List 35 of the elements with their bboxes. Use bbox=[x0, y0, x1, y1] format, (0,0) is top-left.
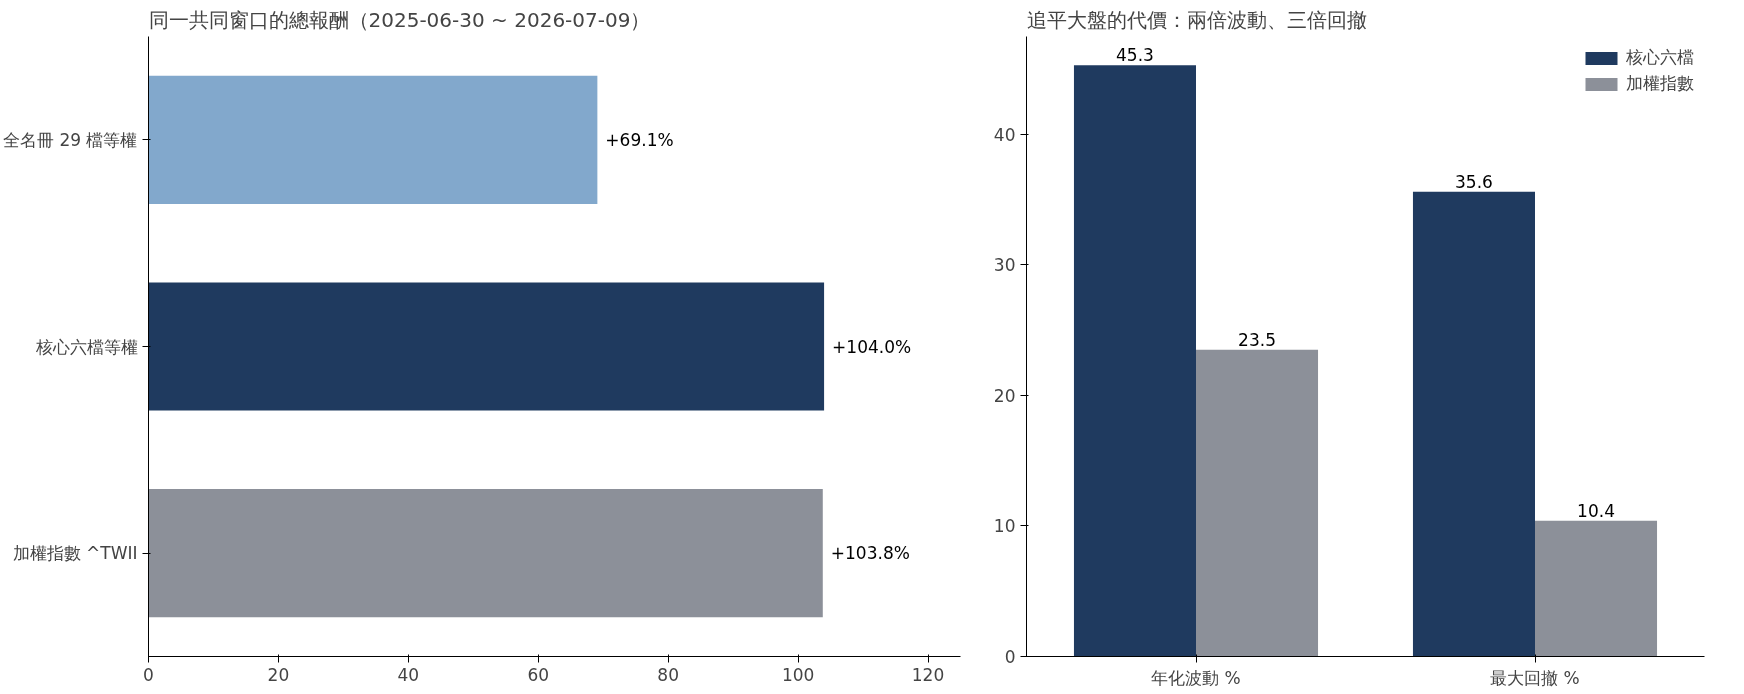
x-tick-label: 年化波動 % bbox=[1151, 667, 1241, 688]
y-tick-label: 40 bbox=[993, 124, 1016, 145]
x-tick-label: 20 bbox=[267, 664, 290, 685]
x-tick-label: 0 bbox=[143, 664, 154, 685]
data-label: 10.4 bbox=[1577, 500, 1615, 521]
y-tick-label: 30 bbox=[993, 255, 1016, 276]
y-tick-label: 核心六檔等權 bbox=[34, 336, 138, 357]
legend-label: 加權指數 bbox=[1626, 72, 1694, 95]
x-tick-label: 60 bbox=[527, 664, 550, 685]
bar bbox=[1073, 65, 1196, 657]
x-tick-label: 40 bbox=[397, 664, 420, 685]
data-label: +104.0% bbox=[832, 336, 912, 357]
chart-title: 追平大盤的代價：兩倍波動、三倍回撤 bbox=[1026, 7, 1367, 32]
bar bbox=[148, 282, 825, 411]
y-tick-label: 0 bbox=[1004, 647, 1016, 667]
x-tick-label: 最大回撤 % bbox=[1490, 667, 1580, 688]
y-tick-label: 10 bbox=[993, 516, 1016, 537]
bar bbox=[1412, 191, 1535, 657]
x-tick-label: 80 bbox=[657, 664, 679, 685]
y-tick-label: 加權指數 ^TWII bbox=[12, 543, 138, 564]
x-tick-label: 100 bbox=[781, 664, 815, 685]
legend-label: 核心六檔 bbox=[1626, 46, 1694, 69]
bar bbox=[148, 489, 823, 618]
data-label: +69.1% bbox=[605, 129, 674, 150]
data-label: +103.8% bbox=[830, 543, 910, 564]
chart-title: 同一共同窗口的總報酬（2025-06-30 ~ 2026-07-09） bbox=[148, 7, 651, 32]
data-label: 23.5 bbox=[1238, 329, 1276, 350]
data-label: 45.3 bbox=[1116, 45, 1154, 66]
y-tick-label: 全名冊 29 檔等權 bbox=[3, 129, 138, 150]
y-tick-label: 20 bbox=[993, 385, 1016, 406]
bar bbox=[1535, 520, 1658, 657]
x-tick-label: 120 bbox=[911, 664, 945, 685]
bar bbox=[1196, 349, 1319, 657]
bar bbox=[148, 75, 598, 204]
data-label: 35.6 bbox=[1455, 171, 1493, 192]
